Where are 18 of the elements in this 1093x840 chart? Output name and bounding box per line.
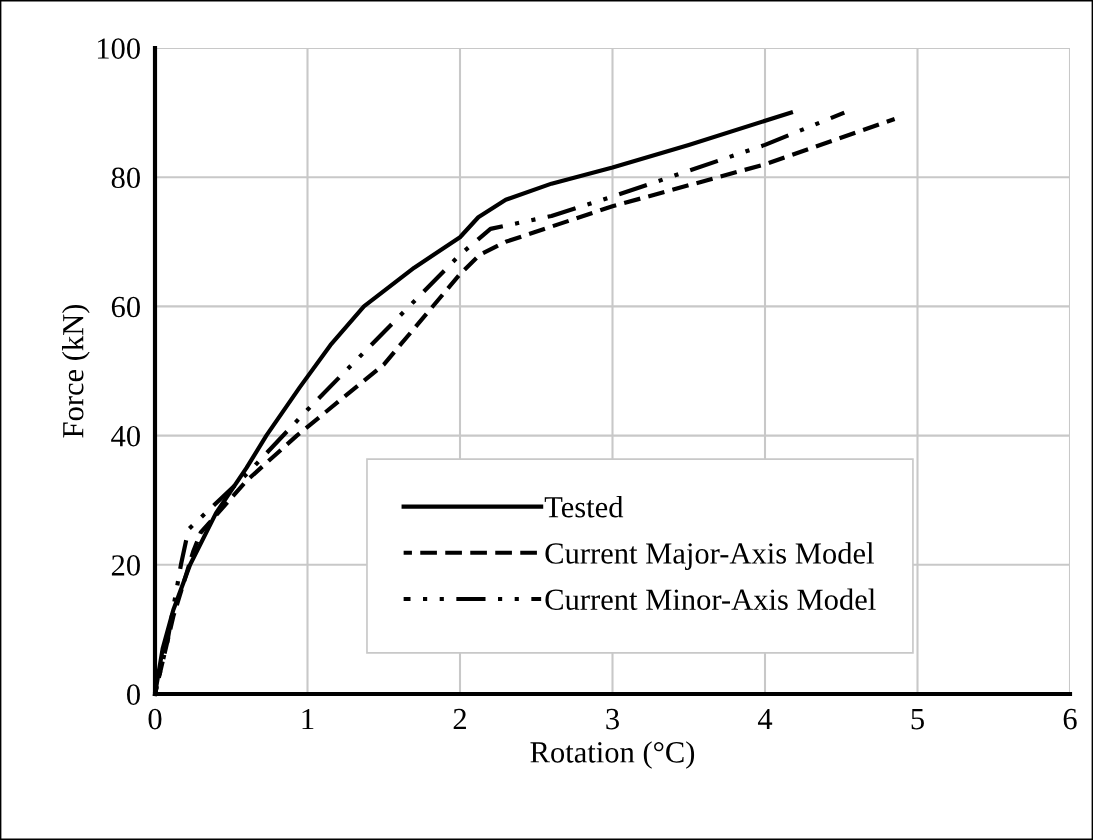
x-tick-label: 4 — [757, 708, 773, 730]
y-tick-label: 80 — [111, 167, 140, 189]
legend-label: Current Minor-Axis Model — [545, 588, 876, 611]
y-tick-label: 20 — [111, 555, 140, 576]
y-tick-label: 0 — [127, 684, 140, 705]
x-axis-title: Rotation (°C) — [530, 741, 695, 769]
y-axis-title: Force (kN) — [62, 304, 90, 438]
y-tick-label: 100 — [97, 38, 140, 59]
x-tick-label: 2 — [453, 708, 466, 730]
y-tick-label: 60 — [111, 296, 140, 318]
x-tick-label: 5 — [911, 709, 924, 730]
x-tick-label: 0 — [148, 708, 162, 730]
legend-label: Current Major-Axis Model — [545, 542, 874, 570]
x-tick-label: 3 — [606, 708, 619, 730]
x-tick-label: 1 — [302, 708, 314, 730]
x-tick-label: 6 — [1063, 708, 1077, 730]
legend-label: Tested — [544, 496, 624, 518]
y-tick-label: 40 — [111, 425, 140, 447]
